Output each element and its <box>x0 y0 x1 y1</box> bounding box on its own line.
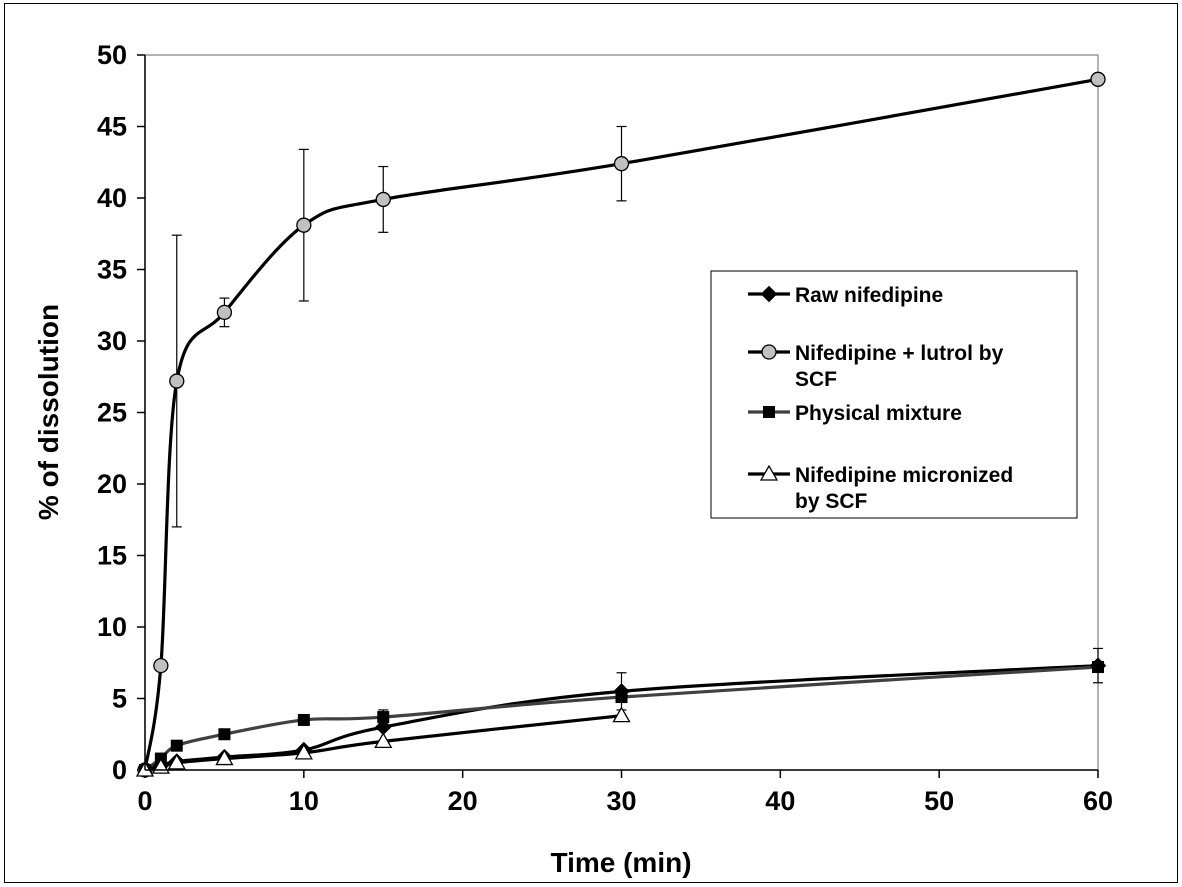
series-line-2 <box>144 665 1099 772</box>
y-tick-label: 10 <box>97 612 127 642</box>
x-tick-label: 40 <box>765 786 795 816</box>
x-tick-label: 50 <box>924 786 954 816</box>
data-point-square <box>218 728 231 741</box>
data-point-circle <box>1090 71 1106 87</box>
data-point-circle <box>296 217 312 233</box>
data-point-triangle <box>374 732 393 749</box>
y-tick-label: 25 <box>97 398 127 428</box>
y-tick-label: 30 <box>97 326 127 356</box>
data-point-square <box>377 711 390 724</box>
data-point-triangle <box>294 743 313 760</box>
y-axis-title: % of dissolution <box>33 304 64 520</box>
y-tick-label: 40 <box>97 183 127 213</box>
data-point-circle <box>375 191 391 208</box>
y-tick-label: 45 <box>97 112 127 142</box>
legend: Raw nifedipine Nifedipine + lutrol by SCF P… <box>710 270 1078 519</box>
axis-ticks: 0 5 10 15 20 25 30 35 40 45 50 0 10 20 30 40 50 60 <box>97 40 1113 816</box>
x-tick-label: 30 <box>606 786 636 816</box>
y-tick-label: 15 <box>97 541 127 571</box>
x-tick-label: 60 <box>1083 786 1113 816</box>
data-point-circle <box>169 373 185 389</box>
data-point-square <box>615 691 628 704</box>
x-tick-label: 0 <box>137 786 152 816</box>
y-tick-label: 50 <box>97 40 127 70</box>
data-point-square <box>297 713 310 726</box>
series-line-1 <box>143 77 1099 771</box>
x-tick-label: 10 <box>289 786 319 816</box>
data-point-square <box>1092 661 1104 674</box>
y-tick-label: 0 <box>112 755 127 785</box>
legend-marker-square <box>763 406 775 418</box>
data-point-square <box>170 739 183 752</box>
legend-marker-diamond <box>760 285 778 303</box>
legend-label: Raw nifedipine <box>795 284 943 307</box>
data-point-triangle <box>612 706 631 723</box>
x-axis-title: Time (min) <box>550 847 691 878</box>
data-point-triangle <box>215 749 234 766</box>
series-lines <box>143 77 1099 772</box>
data-point-circle <box>153 657 169 674</box>
legend-label: Nifedipine + lutrol by SCF <box>795 342 1004 391</box>
figure-frame <box>4 3 1178 883</box>
y-tick-label: 20 <box>97 469 127 499</box>
legend-marker-circle <box>761 344 777 360</box>
y-tick-label: 5 <box>112 684 127 714</box>
data-point-triangle <box>167 753 186 770</box>
legend-label: Nifedipine micronized by SCF <box>795 464 1013 513</box>
data-point-circle <box>613 156 630 172</box>
legend-marker-triangle <box>759 464 779 481</box>
data-point-circle <box>216 304 233 321</box>
y-tick-label: 35 <box>97 255 127 285</box>
legend-label: Physical mixture <box>795 402 962 425</box>
x-tick-label: 20 <box>448 786 478 816</box>
